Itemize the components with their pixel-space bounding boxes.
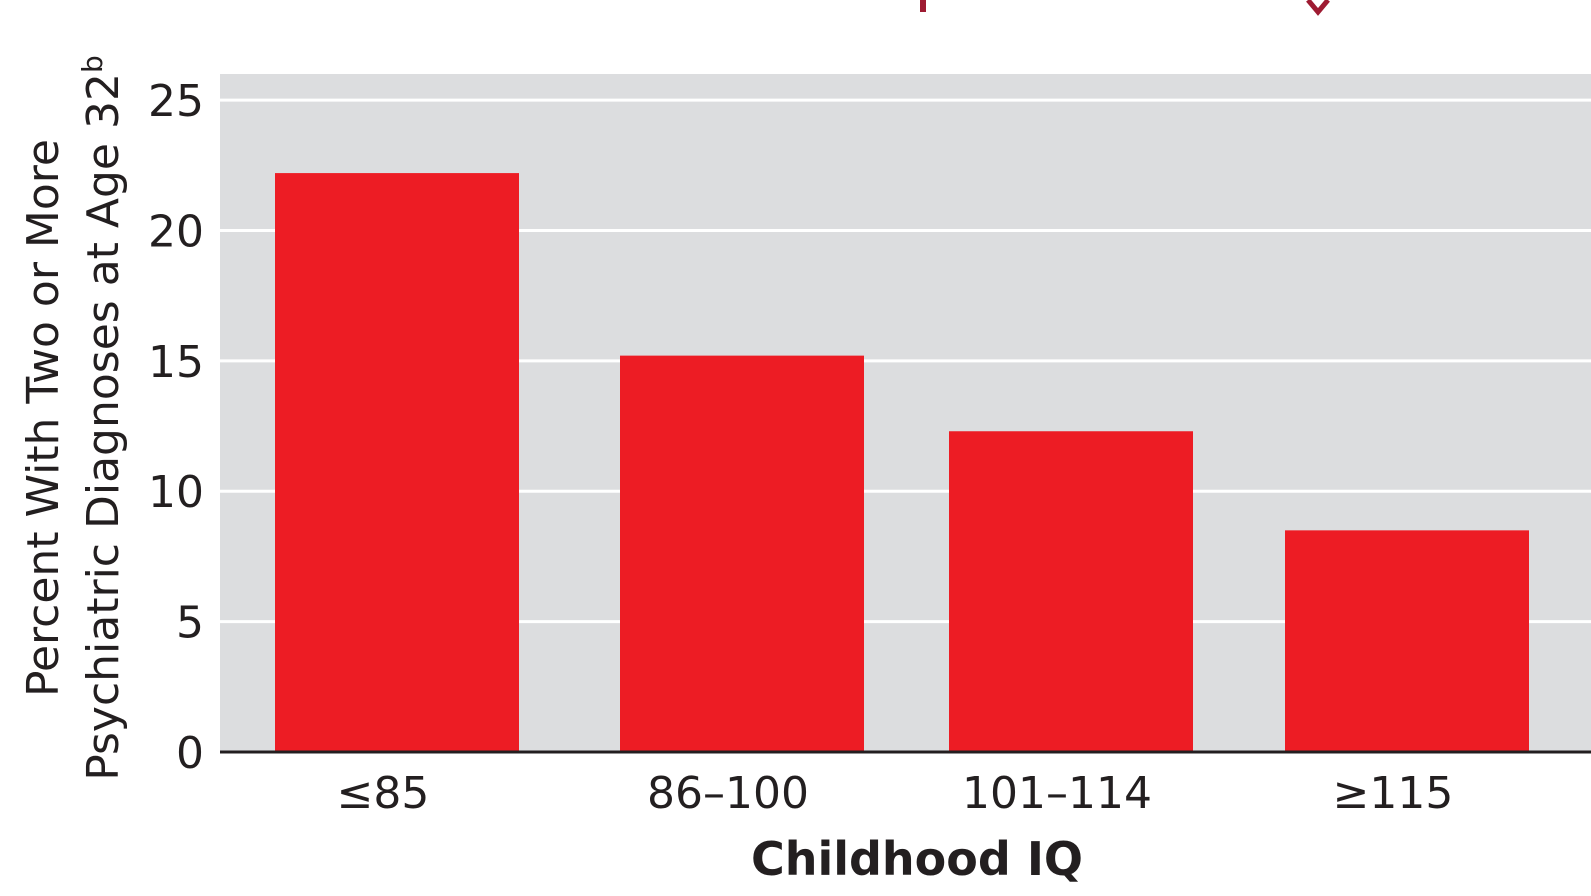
bar-3 [949, 431, 1193, 752]
y-tick-label: 5 [176, 598, 204, 649]
y-axis-title-line2-text: Psychiatric Diagnoses at Age 32 [78, 73, 129, 781]
bar-2 [620, 355, 864, 752]
x-tick-label: 101–114 [962, 768, 1152, 819]
x-tick-label: 86–100 [647, 768, 809, 819]
y-axis-title-line1: Percent With Two or More [18, 139, 69, 697]
bar-4 [1285, 530, 1529, 752]
y-axis-ticks: 0 5 10 15 20 25 [148, 76, 204, 779]
y-axis-title: Percent With Two or More Psychiatric Dia… [18, 55, 129, 781]
y-tick-label: 20 [148, 206, 204, 257]
y-tick-label: 0 [176, 728, 204, 779]
title-fragment-right [1306, 0, 1330, 16]
x-tick-label: ≥115 [1333, 768, 1454, 819]
bar-1 [275, 173, 519, 753]
y-tick-label: 25 [148, 76, 204, 127]
title-fragment-left [920, 0, 926, 12]
x-axis-ticks: ≤85 86–100 101–114 ≥115 [337, 768, 1454, 819]
y-tick-label: 15 [148, 337, 204, 388]
x-tick-label: ≤85 [337, 768, 430, 819]
bars [275, 173, 1529, 753]
y-axis-title-line2: Psychiatric Diagnoses at Age 32b [76, 55, 129, 781]
title-fragments [920, 0, 1330, 16]
y-tick-label: 10 [148, 467, 204, 518]
y-axis-title-superscript: b [76, 55, 109, 73]
x-axis-title: Childhood IQ [751, 832, 1083, 886]
